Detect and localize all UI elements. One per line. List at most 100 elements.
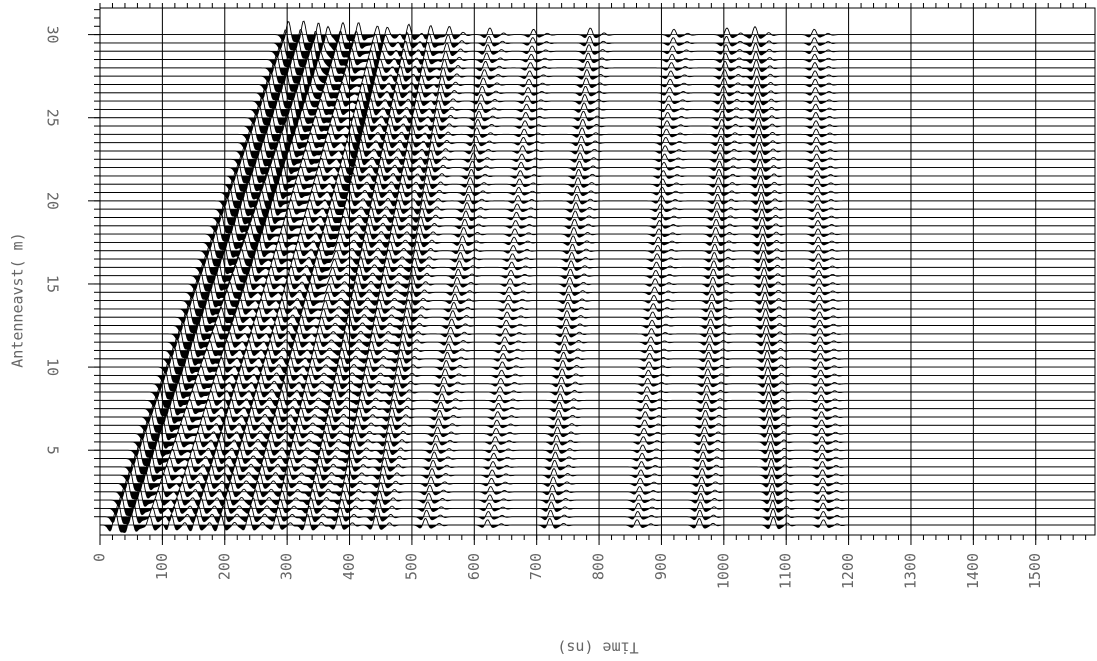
trace [100,44,1095,71]
x-tick-label: 800 [590,553,608,580]
trace-fill [131,441,846,450]
trace-fill [100,242,1095,251]
trace-fill [100,342,1095,350]
trace [100,244,1095,267]
trace [100,236,1095,259]
trace-fill [148,392,845,400]
trace-fill [100,209,1095,218]
trace [100,28,1095,53]
trace [100,369,1095,392]
trace-fill [100,259,1095,267]
trace [100,418,1095,442]
x-tick-label: 1300 [901,553,919,589]
trace-fill [178,308,843,317]
x-tick-label: 700 [527,553,545,580]
trace [100,103,1095,129]
trace-fill [100,433,1095,441]
trace [100,319,1095,342]
trace-fill [100,300,1095,308]
trace [100,145,1095,170]
trace-fill [100,42,1095,52]
x-tick-label: 1400 [964,553,982,589]
trace-fill [100,408,1095,417]
trace [100,36,1095,62]
trace-fill [100,350,1095,358]
x-tick-label: 1100 [777,553,795,589]
trace [100,502,1095,525]
trace-fill [100,367,1095,375]
y-axis-label: Antenneavst( m) [9,232,27,367]
trace-fill [100,450,1095,458]
trace-fill [100,184,1095,194]
trace [100,310,1095,334]
trace-fill [100,225,1095,234]
trace [100,186,1095,210]
trace-fill [100,400,1095,408]
trace-fill [100,416,1095,425]
trace-fill [100,76,1095,86]
trace-fill [100,508,1095,516]
trace-fill [168,333,845,342]
trace-fill [100,516,1095,525]
x-tick-label: 300 [278,553,296,580]
trace-fill [121,466,847,475]
trace-fill [100,425,1095,433]
x-tick-label: 1000 [714,553,732,589]
trace-fill [100,283,1095,292]
trace-fill [152,383,845,392]
trace-fill [100,126,1095,137]
trace-fill [219,192,842,202]
trace [100,20,1095,45]
x-tick-label: 100 [153,553,171,580]
trace-fill [100,491,1095,500]
trace-fill [199,250,842,259]
trace-fill [102,525,848,533]
trace [100,277,1095,301]
trace-fill [245,117,840,128]
trace-fill [249,109,840,120]
trace-fill [100,500,1095,508]
trace [100,69,1095,96]
trace [100,361,1095,384]
x-tick-label: 600 [465,553,483,580]
x-tick-label: 1200 [839,553,857,589]
trace-fill [100,358,1095,367]
trace-fill [100,67,1095,78]
trace-fill [100,84,1095,95]
trace-fill [100,167,1095,178]
trace [100,302,1095,326]
x-tick-label: 400 [340,553,358,580]
trace [100,228,1095,251]
trace-fill [100,317,1095,325]
trace [100,435,1095,459]
y-tick-label: 10 [44,358,62,376]
trace [100,169,1095,194]
x-tick-label: 0 [91,553,109,562]
trace-fill [100,101,1095,112]
trace [100,128,1095,153]
y-tick-label: 30 [44,26,62,44]
trace [100,427,1095,450]
trace [100,494,1095,517]
trace [100,443,1095,467]
trace [100,53,1095,79]
x-tick-label: 900 [652,553,670,580]
trace [100,335,1095,359]
trace [100,61,1095,87]
y-tick-label: 25 [44,109,62,127]
trace-fill [100,142,1095,153]
trace [100,137,1095,162]
trace-fill [100,234,1095,242]
trace-fill [100,159,1095,169]
trace-fill [100,92,1095,104]
trace-fill [238,134,842,145]
trace [100,344,1095,367]
trace-fill [100,267,1095,275]
trace [100,460,1095,484]
trace-fill [100,59,1095,70]
trace-fill [100,275,1095,283]
trace-fill [215,200,843,210]
trace-fill [100,34,1095,44]
x-axis-label: Time (ns) [557,639,638,657]
